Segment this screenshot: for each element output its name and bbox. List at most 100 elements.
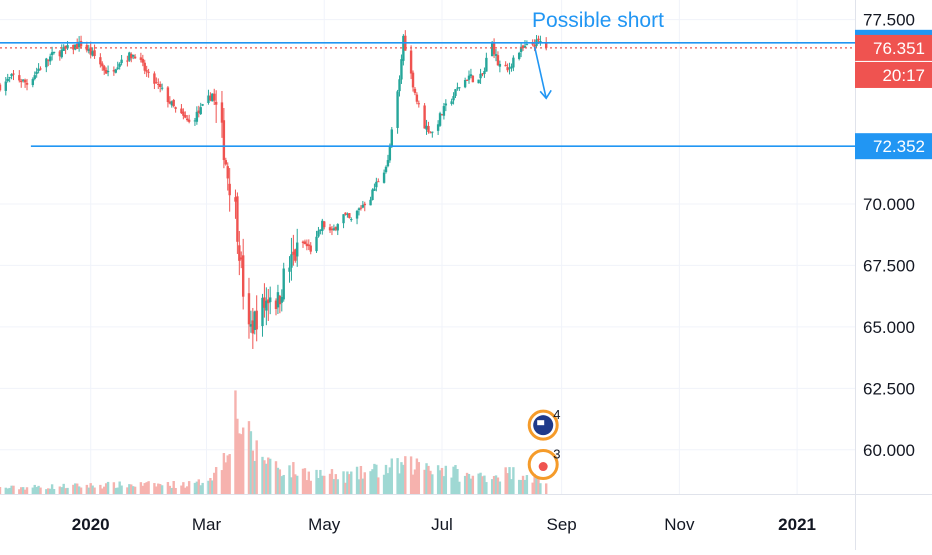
badge-count[interactable]: 3	[553, 447, 560, 462]
volume-bar	[332, 479, 336, 494]
volume-bar	[184, 487, 187, 494]
candle	[342, 214, 345, 224]
annotation-label[interactable]: Possible short	[532, 9, 664, 32]
indicator-badge[interactable]: 3	[527, 447, 560, 481]
horizontal-lines[interactable]	[0, 42, 855, 147]
volume-bar	[296, 475, 299, 494]
time-axis[interactable]: 2020 Mar May Jul Sep Nov 2021	[72, 515, 816, 534]
price-tick-label: 77.500	[863, 11, 915, 30]
candle	[37, 68, 40, 71]
candle	[411, 72, 415, 88]
candle	[533, 44, 536, 48]
candle	[301, 241, 305, 244]
candle	[517, 52, 521, 59]
candle	[396, 91, 399, 128]
indicator-badges[interactable]: 43	[527, 407, 560, 481]
volume-bar	[288, 465, 291, 494]
candle	[166, 87, 170, 103]
volume-bar	[120, 485, 123, 494]
volume-bar	[463, 475, 467, 494]
candle	[400, 59, 403, 80]
volume-bar	[361, 478, 365, 494]
volume-bar	[523, 479, 527, 494]
candle	[481, 73, 484, 75]
candle	[52, 51, 56, 53]
candle	[147, 71, 150, 73]
candle	[241, 255, 245, 297]
price-axis[interactable]: 77.50070.00067.50065.00062.50060.00076.5…	[855, 11, 932, 460]
candle	[292, 251, 295, 255]
candle	[294, 249, 297, 261]
volume-bar	[477, 473, 480, 494]
volume-bar	[400, 462, 403, 494]
volume-bar	[139, 482, 143, 494]
volume-bar	[76, 483, 79, 494]
candle	[508, 67, 511, 69]
volume-bar	[276, 467, 280, 494]
volume-bar	[346, 471, 349, 494]
volume-bar	[126, 487, 129, 494]
volume-bar	[0, 487, 2, 494]
candle	[170, 101, 173, 106]
price-tag-horizontal-line[interactable]: 72.352	[855, 133, 932, 160]
candle	[141, 58, 145, 63]
candle	[4, 81, 7, 91]
candle	[398, 79, 401, 92]
volume-bar	[255, 440, 258, 494]
candle	[47, 59, 50, 61]
badge-count[interactable]: 4	[553, 407, 560, 422]
volume-bar	[510, 479, 513, 494]
candle	[120, 59, 123, 64]
candle	[184, 114, 187, 118]
volume-bar	[317, 478, 320, 494]
volume-bar	[211, 480, 214, 494]
volume-bar	[409, 456, 413, 494]
volume-bar	[452, 466, 455, 494]
candle	[519, 46, 523, 53]
badge-ring	[527, 409, 559, 441]
volume-bar	[20, 487, 23, 494]
candle	[288, 267, 291, 272]
candle	[471, 75, 475, 83]
volume-bar	[141, 485, 145, 494]
candle	[280, 296, 283, 303]
candle	[180, 108, 183, 114]
volume-bar	[305, 480, 309, 494]
candle	[458, 87, 461, 89]
time-tick-label: Nov	[664, 515, 695, 534]
indicator-badge[interactable]: 4	[527, 407, 560, 441]
volume-bar	[263, 460, 266, 494]
candle	[25, 82, 29, 85]
volume-bar	[479, 472, 482, 494]
candle	[168, 101, 172, 104]
price-tag-last-price[interactable]: 76.351	[855, 34, 932, 61]
candle	[388, 147, 392, 161]
volume-bar	[147, 481, 150, 494]
candle	[214, 101, 218, 105]
price-tag-countdown[interactable]: 20:17	[855, 61, 932, 88]
volume-bar	[309, 480, 312, 494]
volume-bar	[319, 469, 322, 494]
candle	[76, 43, 79, 49]
candle	[8, 77, 11, 79]
candle	[498, 63, 502, 67]
volume-bar	[506, 473, 509, 494]
candle	[72, 44, 75, 50]
volume-bar	[21, 487, 25, 494]
annotation-arrow[interactable]	[533, 46, 547, 99]
candle	[45, 58, 48, 68]
candle	[344, 212, 347, 215]
volume-bar	[521, 475, 525, 494]
volume-bar	[79, 487, 83, 494]
volume-bar	[77, 486, 81, 494]
candle	[390, 129, 393, 146]
volume-bar	[66, 487, 69, 494]
annotation[interactable]: Possible short	[532, 9, 664, 100]
candle	[323, 221, 326, 228]
candle	[454, 89, 457, 96]
volume-bar	[307, 471, 311, 494]
volume-bar	[240, 434, 243, 494]
time-tick-label: 2021	[778, 515, 816, 534]
